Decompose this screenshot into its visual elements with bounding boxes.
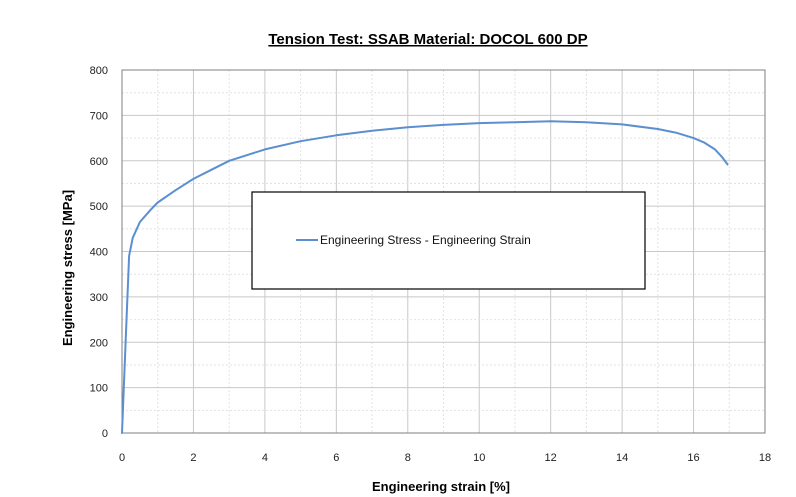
y-tick-label: 100 xyxy=(90,383,108,395)
y-tick-label: 200 xyxy=(90,337,108,349)
x-tick-label: 2 xyxy=(190,452,196,464)
x-tick-label: 0 xyxy=(119,452,125,464)
y-tick-label: 300 xyxy=(90,292,108,304)
axis-ticks: 0 2 4 6 8 10 12 14 16 18 0 100 200 300 400 500 600 700 800 xyxy=(90,65,771,464)
y-tick-label: 800 xyxy=(90,65,108,77)
y-tick-label: 500 xyxy=(90,201,108,213)
x-tick-label: 8 xyxy=(405,452,411,464)
legend: Engineering Stress - Engineering Strain xyxy=(251,191,646,290)
x-tick-label: 14 xyxy=(616,452,628,464)
chart-title: Tension Test: SSAB Material: DOCOL 600 D… xyxy=(268,31,587,48)
plot-area xyxy=(121,69,766,434)
series xyxy=(121,120,729,434)
x-tick-label: 12 xyxy=(545,452,557,464)
y-tick-label: 600 xyxy=(90,156,108,168)
y-tick-label: 400 xyxy=(90,247,108,259)
y-tick-label: 700 xyxy=(90,110,108,122)
x-tick-label: 4 xyxy=(262,452,268,464)
y-axis-title: Engineering stress [MPa] xyxy=(60,190,75,346)
x-tick-label: 6 xyxy=(333,452,339,464)
y-tick-label: 0 xyxy=(102,428,108,440)
legend-label: Engineering Stress - Engineering Strain xyxy=(320,233,531,247)
x-tick-label: 18 xyxy=(759,452,771,464)
x-axis-title: Engineering strain [%] xyxy=(372,479,510,494)
x-tick-label: 10 xyxy=(473,452,485,464)
series-line xyxy=(121,120,729,434)
x-tick-label: 16 xyxy=(687,452,699,464)
